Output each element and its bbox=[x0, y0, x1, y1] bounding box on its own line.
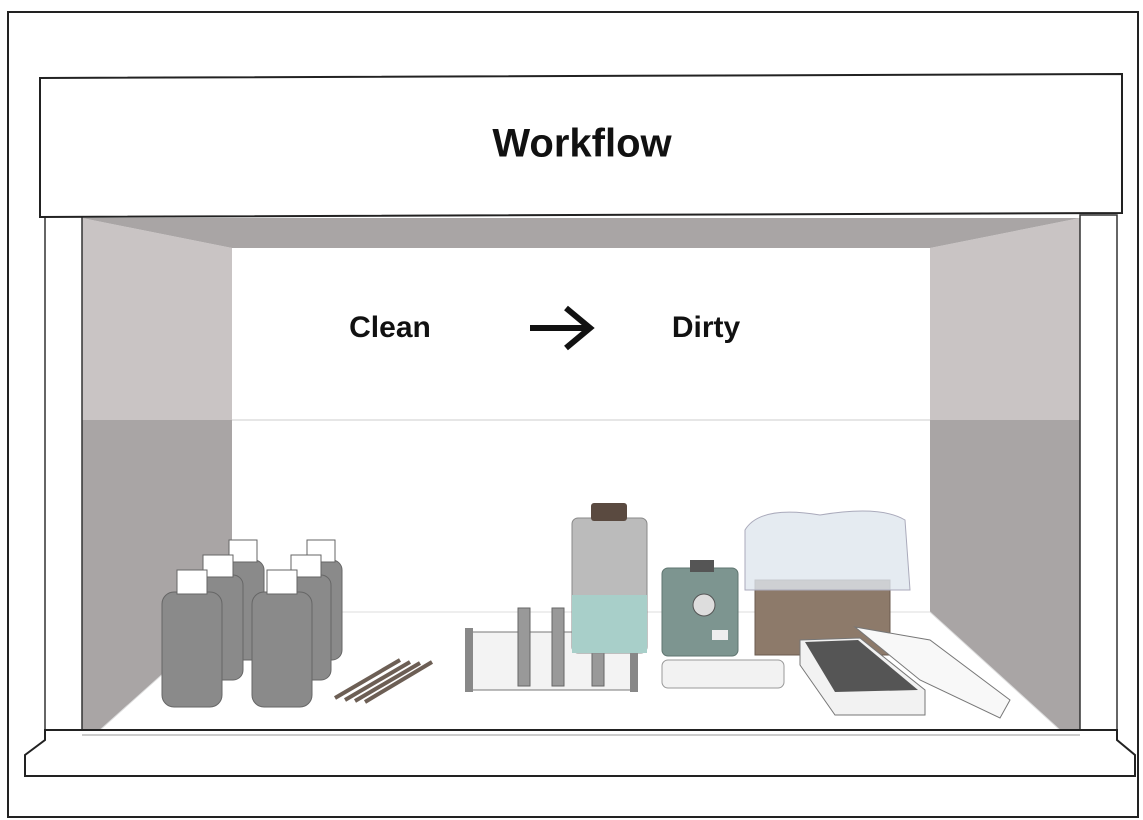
jug bbox=[571, 503, 648, 654]
right-pillar bbox=[1079, 214, 1118, 741]
left-pillar bbox=[44, 214, 83, 741]
rods bbox=[333, 658, 434, 704]
base bbox=[24, 729, 1136, 777]
title: Workflow bbox=[492, 122, 672, 166]
right-wall-upper bbox=[930, 218, 1080, 420]
flow-to: Dirty bbox=[672, 311, 741, 344]
header-panel bbox=[39, 72, 1123, 219]
left-wall-upper bbox=[82, 218, 232, 420]
vortexer bbox=[661, 560, 785, 689]
ceiling bbox=[82, 218, 1080, 248]
flow-from: Clean bbox=[349, 311, 431, 344]
arrow bbox=[530, 305, 595, 351]
left-wall-lower bbox=[82, 420, 232, 730]
trays bbox=[799, 626, 1011, 719]
right-wall-lower bbox=[930, 420, 1080, 730]
bottles bbox=[161, 539, 343, 708]
